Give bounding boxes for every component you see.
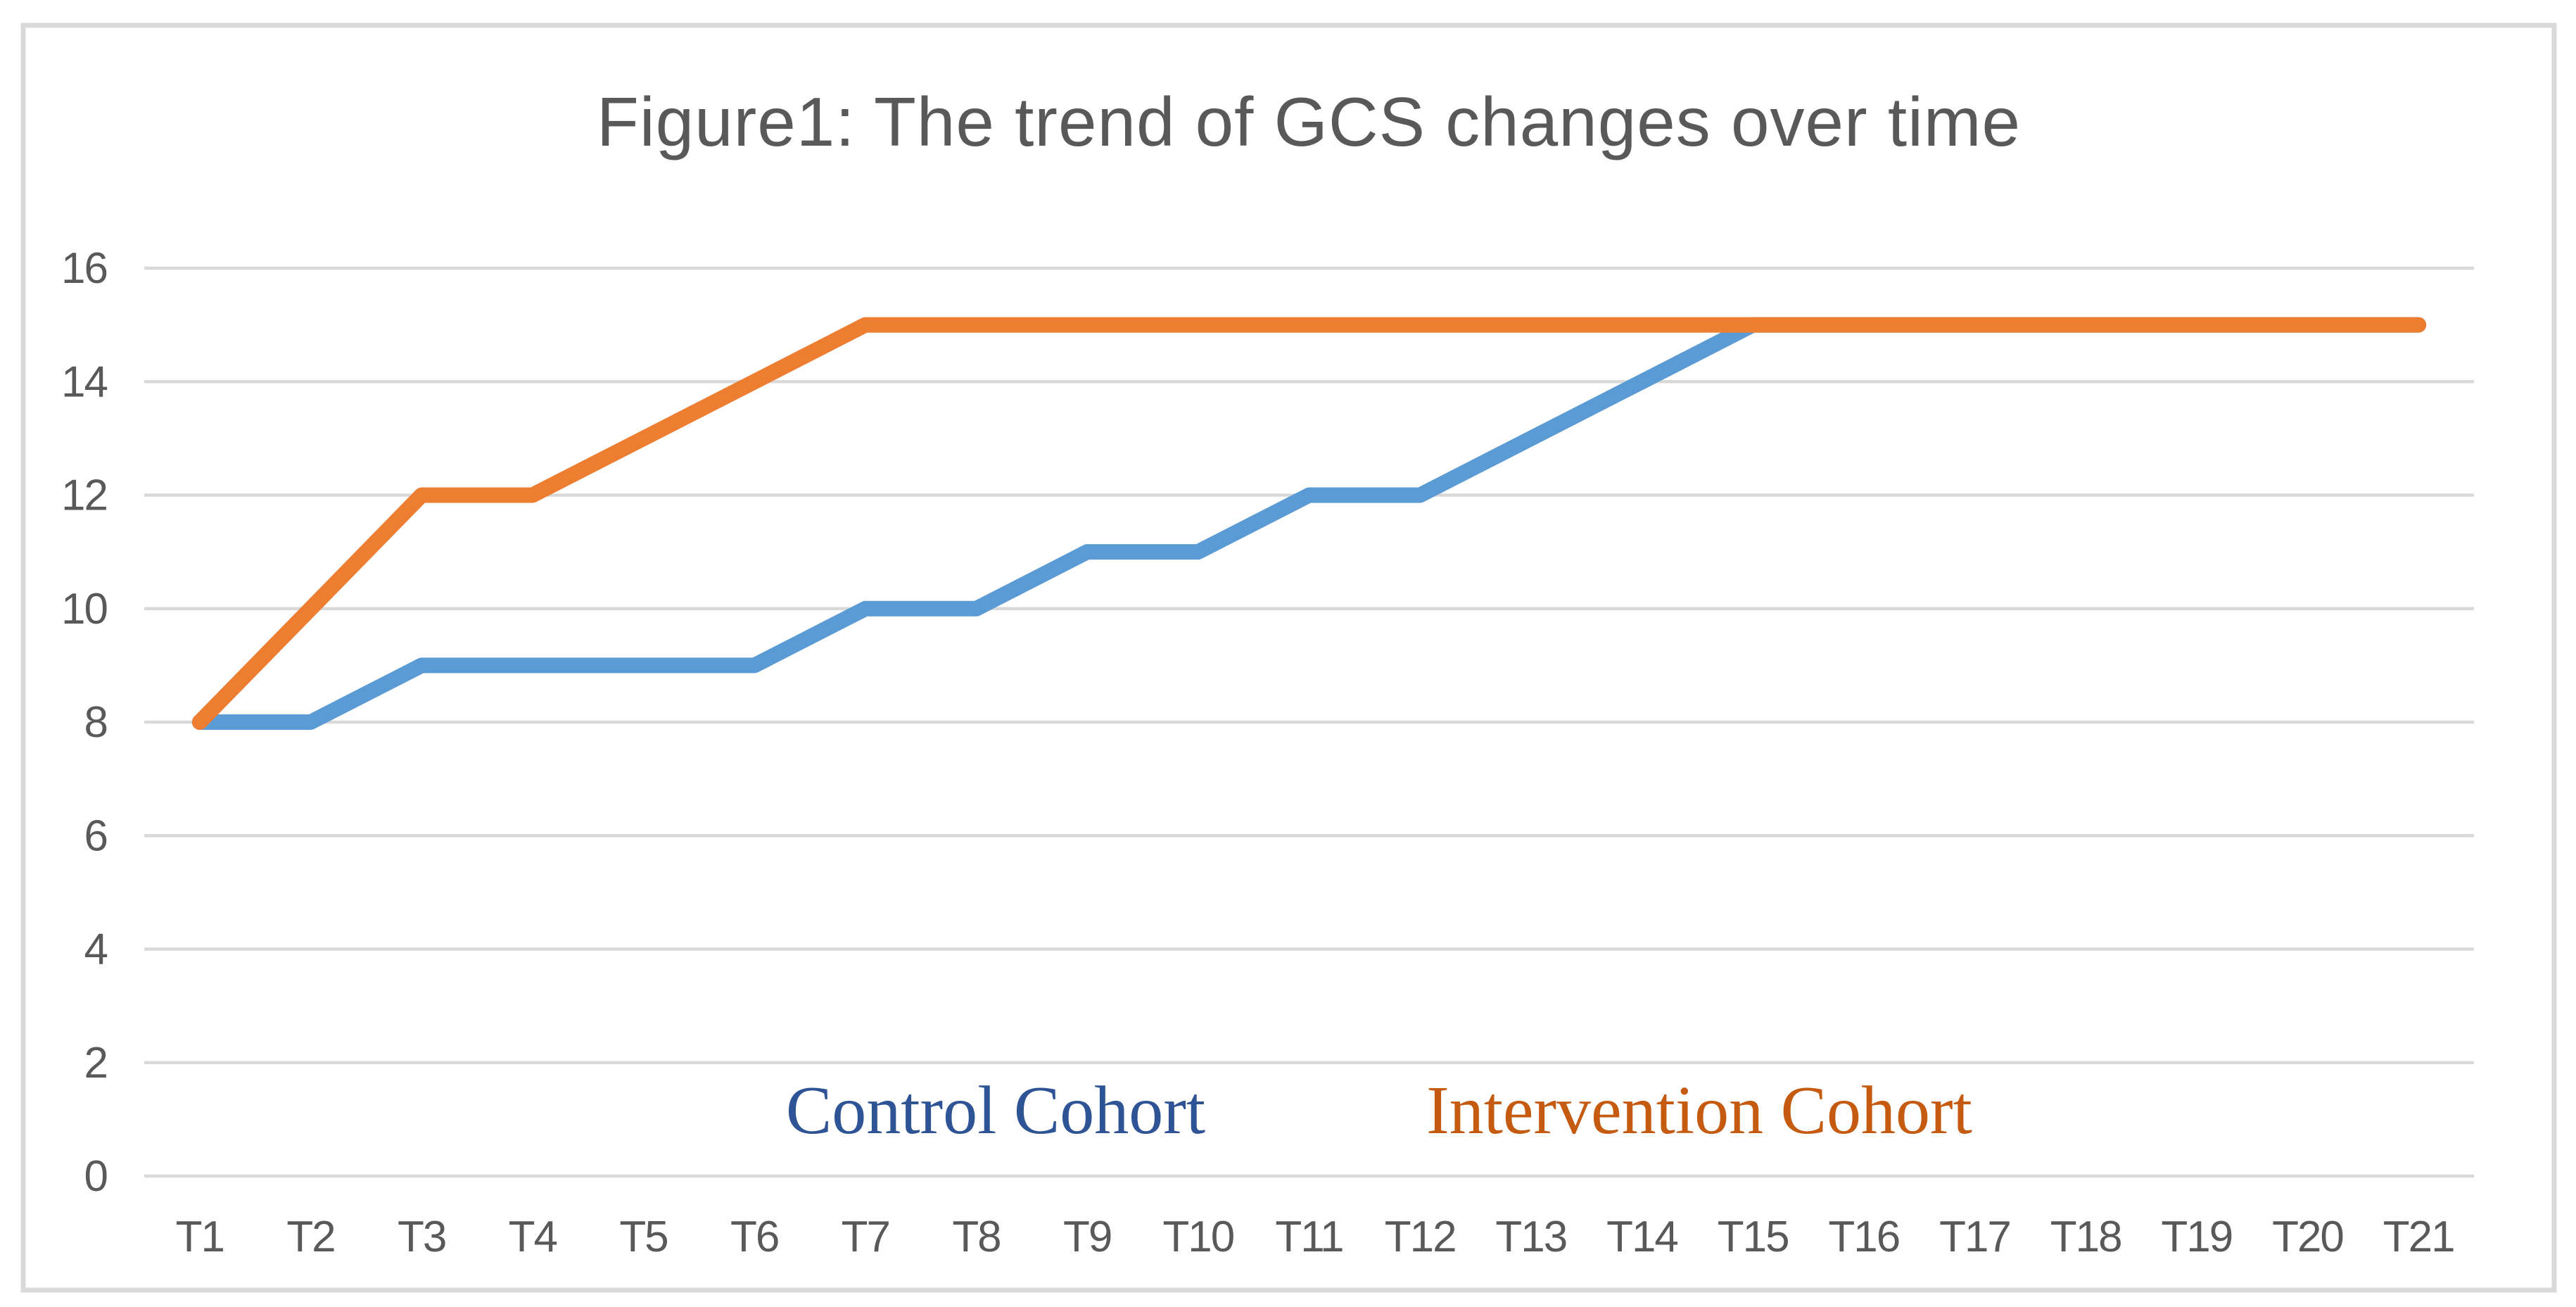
x-tick-label-T12: T12 xyxy=(1385,1213,1456,1261)
y-axis-tick-labels: 16 14 12 10 8 6 4 2 0 xyxy=(61,244,108,1201)
y-tick-label-16: 16 xyxy=(61,244,107,293)
legend-label-intervention-cohort: Intervention Cohort xyxy=(1426,1073,1972,1149)
x-tick-label-T21: T21 xyxy=(2383,1213,2454,1261)
x-tick-label-T1: T1 xyxy=(176,1213,224,1261)
x-tick-label-T16: T16 xyxy=(1828,1213,1899,1261)
x-tick-label-T13: T13 xyxy=(1495,1213,1566,1261)
x-axis-tick-labels: T1 T2 T3 T4 T5 T6 T7 T8 T9 T10 T11 T12 T13 T14 T15 T16 T… xyxy=(176,1213,2456,1261)
x-tick-label-T18: T18 xyxy=(2050,1213,2121,1261)
y-tick-label-6: 6 xyxy=(84,812,107,860)
x-tick-label-T15: T15 xyxy=(1718,1213,1789,1261)
x-tick-label-T17: T17 xyxy=(1939,1213,2010,1261)
x-tick-label-T19: T19 xyxy=(2161,1213,2232,1261)
x-tick-label-T4: T4 xyxy=(509,1213,557,1261)
y-tick-label-12: 12 xyxy=(61,472,107,520)
y-tick-label-10: 10 xyxy=(61,585,107,633)
x-tick-label-T10: T10 xyxy=(1162,1213,1233,1261)
intervention-cohort-line xyxy=(191,317,2427,730)
y-tick-label-0: 0 xyxy=(84,1152,108,1201)
x-tick-label-T8: T8 xyxy=(952,1213,1000,1261)
control-cohort-line xyxy=(191,317,2427,730)
x-tick-label-T20: T20 xyxy=(2272,1213,2343,1261)
y-tick-label-8: 8 xyxy=(84,698,107,747)
x-tick-label-T3: T3 xyxy=(398,1213,445,1261)
chart-title: Figure1: The trend of GCS changes over t… xyxy=(597,83,2021,160)
x-tick-label-T11: T11 xyxy=(1275,1213,1343,1261)
y-tick-label-2: 2 xyxy=(84,1039,107,1087)
x-tick-label-T14: T14 xyxy=(1606,1213,1677,1261)
x-tick-label-T7: T7 xyxy=(842,1213,889,1261)
x-tick-label-T2: T2 xyxy=(286,1213,334,1261)
gridlines xyxy=(144,266,2474,1178)
x-tick-label-T5: T5 xyxy=(619,1213,667,1261)
y-tick-label-14: 14 xyxy=(61,358,107,406)
chart-border xyxy=(20,23,2557,1293)
x-tick-label-T9: T9 xyxy=(1063,1213,1111,1261)
y-tick-label-4: 4 xyxy=(84,926,108,974)
legend-label-control-cohort: Control Cohort xyxy=(786,1073,1205,1149)
x-tick-label-T6: T6 xyxy=(730,1213,778,1261)
